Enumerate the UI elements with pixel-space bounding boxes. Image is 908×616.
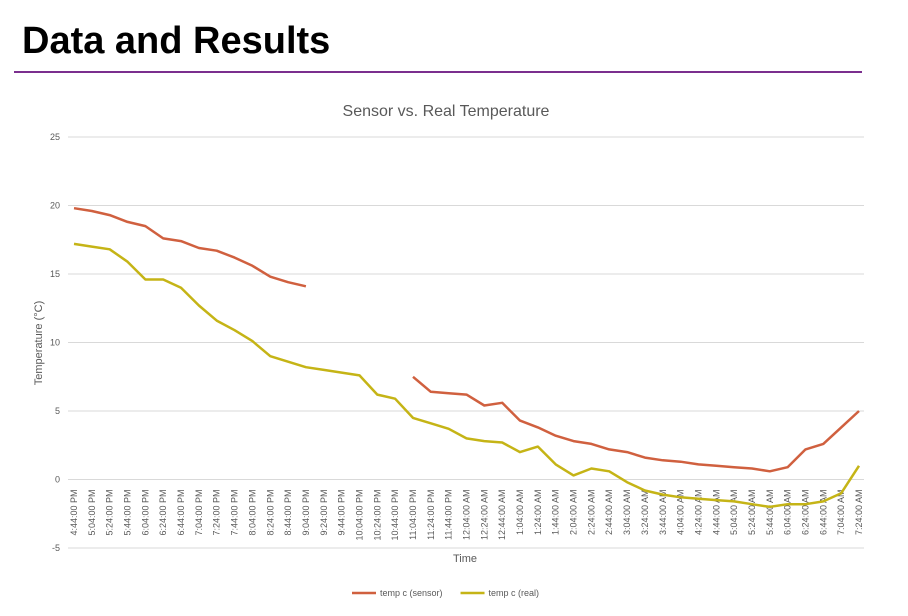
x-tick-label: 5:44:00 AM	[765, 490, 775, 536]
x-tick-label: 2:24:00 AM	[586, 490, 596, 536]
x-tick-label: 8:04:00 PM	[247, 490, 257, 536]
x-tick-label: 4:44:00 PM	[69, 490, 79, 536]
x-tick-label: 1:24:00 AM	[533, 490, 543, 536]
legend-label: temp c (real)	[489, 588, 540, 598]
x-axis-title: Time	[453, 553, 477, 565]
x-tick-label: 5:04:00 PM	[87, 490, 97, 536]
series-line	[73, 206, 860, 473]
x-tick-label: 10:44:00 PM	[390, 490, 400, 541]
x-tick-label: 10:24:00 PM	[372, 490, 382, 541]
y-axis-title: Temperature (°C)	[33, 301, 45, 385]
x-tick-label: 6:24:00 PM	[158, 490, 168, 536]
x-tick-label: 2:04:00 AM	[569, 490, 579, 536]
x-tick-label: 5:24:00 AM	[747, 490, 757, 536]
x-tick-label: 1:44:00 AM	[551, 490, 561, 536]
x-tick-label: 5:04:00 AM	[729, 490, 739, 536]
y-tick-label: 25	[50, 132, 60, 142]
x-tick-label: 8:44:00 PM	[283, 490, 293, 536]
x-tick-label: 7:04:00 AM	[836, 490, 846, 536]
x-tick-label: 5:44:00 PM	[123, 490, 133, 536]
y-tick-label: -5	[52, 543, 60, 553]
x-tick-label: 7:24:00 PM	[212, 490, 222, 536]
x-tick-label: 4:04:00 AM	[676, 490, 686, 536]
x-tick-label: 12:44:00 AM	[497, 490, 507, 541]
x-tick-label: 4:44:00 AM	[711, 490, 721, 536]
x-tick-label: 1:04:00 AM	[515, 490, 525, 536]
x-tick-label: 11:24:00 PM	[426, 490, 436, 540]
x-tick-label: 3:44:00 AM	[658, 490, 668, 536]
x-tick-label: 6:04:00 AM	[783, 490, 793, 536]
x-tick-label: 7:24:00 AM	[854, 490, 864, 536]
x-tick-label: 2:44:00 AM	[604, 490, 614, 536]
x-tick-label: 7:04:00 PM	[194, 490, 204, 536]
x-tick-label: 5:24:00 PM	[105, 490, 115, 536]
y-tick-label: 0	[55, 475, 60, 485]
series-line	[73, 242, 861, 509]
legend-label: temp c (sensor)	[380, 588, 443, 598]
y-tick-label: 5	[55, 406, 60, 416]
slide-title: Data and Results	[22, 20, 330, 62]
x-tick-label: 8:24:00 PM	[265, 490, 275, 536]
x-tick-label: 4:24:00 AM	[693, 490, 703, 536]
y-tick-label: 20	[50, 201, 60, 211]
x-tick-label: 10:04:00 PM	[354, 490, 364, 541]
x-tick-label: 3:24:00 AM	[640, 490, 650, 536]
x-tick-label: 7:44:00 PM	[230, 490, 240, 536]
x-tick-label: 12:04:00 AM	[462, 490, 472, 541]
x-tick-label: 6:04:00 PM	[140, 490, 150, 536]
x-tick-label: 9:44:00 PM	[337, 490, 347, 536]
x-tick-label: 12:24:00 AM	[479, 490, 489, 541]
x-tick-label: 11:44:00 PM	[444, 490, 454, 540]
x-tick-label: 11:04:00 PM	[408, 490, 418, 540]
x-tick-label: 3:04:00 AM	[622, 490, 632, 536]
x-tick-label: 6:44:00 PM	[176, 490, 186, 536]
y-tick-label: 10	[50, 338, 60, 348]
x-tick-label: 9:04:00 PM	[301, 490, 311, 536]
x-tick-label: 6:24:00 AM	[800, 490, 810, 536]
x-tick-label: 6:44:00 AM	[818, 490, 828, 536]
x-tick-label: 9:24:00 PM	[319, 490, 329, 536]
y-tick-label: 15	[50, 269, 60, 279]
chart-title: Sensor vs. Real Temperature	[343, 103, 550, 120]
